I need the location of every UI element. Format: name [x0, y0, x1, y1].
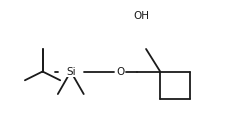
Text: OH: OH	[133, 11, 149, 21]
Text: Si: Si	[66, 67, 76, 77]
Text: O: O	[116, 67, 124, 77]
